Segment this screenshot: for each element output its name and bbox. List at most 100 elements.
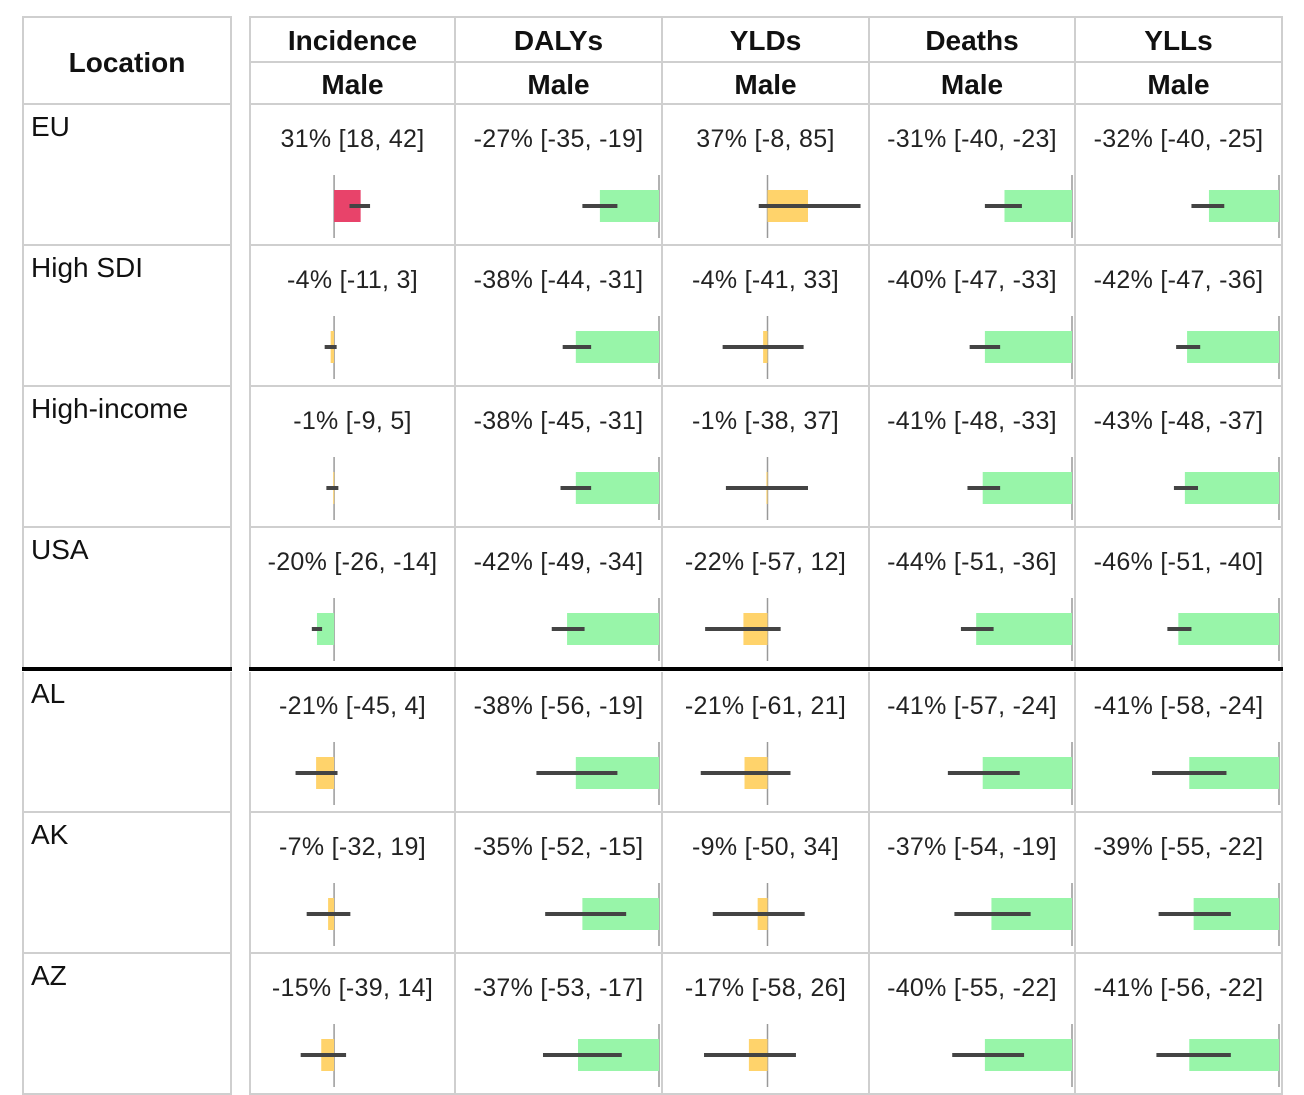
location-cell: USA [22,528,232,669]
sex-label: Male [940,69,1004,100]
estimate-label: -37% [-54, -19] [887,833,1057,861]
estimate-label: -21% [-45, 4] [278,692,427,720]
mini-chart [582,175,660,238]
column-header-ylls: YLLs Male [1076,16,1283,105]
mini-chart [967,457,1073,520]
location-cell: High SDI [22,246,232,387]
data-cell: -43% [-48, -37] [1076,387,1283,528]
location-header-cell: Location [22,16,232,105]
mini-chart [960,598,1073,661]
data-cell: -41% [-57, -24] [870,672,1076,813]
data-cell: -41% [-58, -24] [1076,672,1283,813]
mini-chart [712,883,805,946]
estimate-label: -43% [-48, -37] [1093,407,1264,435]
mini-chart [536,742,660,805]
location-column: Location EU High SDI High-income USA AL AK AZ [22,16,232,1095]
header-divider [870,61,1074,63]
mini-chart [947,742,1073,805]
estimate-label: -7% [-32, 19] [278,833,427,861]
group-separator [22,667,232,671]
data-cell: -22% [-57, 12] [663,528,870,669]
mini-chart [545,883,660,946]
estimate-label: -46% [-51, -40] [1093,548,1264,576]
location-label: High SDI [31,252,144,283]
data-cell: -40% [-55, -22] [870,954,1076,1095]
mini-chart [311,598,335,661]
estimate-label: -37% [-53, -17] [473,974,644,1002]
estimate-label: -20% [-26, -14] [267,548,438,576]
data-cell: -1% [-9, 5] [249,387,456,528]
mini-chart [326,457,339,520]
mini-chart [1191,175,1280,238]
estimate-label: -42% [-49, -34] [473,548,644,576]
data-cell: -15% [-39, 14] [249,954,456,1095]
estimate-label: -21% [-61, 21] [684,692,847,720]
data-cell: -38% [-56, -19] [456,672,663,813]
estimate-label: -40% [-47, -33] [887,266,1057,294]
mini-chart [984,175,1073,238]
mini-chart [1173,457,1280,520]
mini-chart [562,316,660,379]
estimate-label: -41% [-58, -24] [1093,692,1264,720]
mini-chart [722,316,804,379]
mini-chart [1176,316,1280,379]
data-cell: -41% [-48, -33] [870,387,1076,528]
column-header-incidence: Incidence Male [249,16,456,105]
mini-chart [542,1024,660,1087]
estimate-label: -41% [-57, -24] [887,692,1057,720]
data-cell: -44% [-51, -36] [870,528,1076,669]
data-cell: -38% [-45, -31] [456,387,663,528]
location-cell: AK [22,813,232,954]
sex-label: Male [734,69,797,100]
estimate-label: -38% [-56, -19] [473,692,644,720]
data-cell: -42% [-47, -36] [1076,246,1283,387]
location-cell: AZ [22,954,232,1095]
mini-chart [560,457,660,520]
estimate-label: -32% [-40, -25] [1093,125,1264,153]
data-cell: -46% [-51, -40] [1076,528,1283,669]
location-label: AL [31,678,66,709]
data-cell: 31% [18, 42] [249,105,456,246]
estimate-bar [316,613,335,645]
mini-chart [725,457,808,520]
mini-chart [705,598,781,661]
location-label: High-income [31,393,189,424]
mini-chart [700,742,791,805]
estimate-label: -31% [-40, -23] [887,125,1057,153]
estimate-label: -4% [-11, 3] [287,266,418,294]
estimate-label: -41% [-48, -33] [887,407,1057,435]
column-header-deaths: Deaths Male [870,16,1076,105]
data-cell: -37% [-54, -19] [870,813,1076,954]
measure-label: Incidence [287,25,418,56]
data-cell: -41% [-56, -22] [1076,954,1283,1095]
estimate-label: -17% [-58, 26] [684,974,847,1002]
data-cell: -17% [-58, 26] [663,954,870,1095]
header-divider [663,61,868,63]
estimate-label: -35% [-52, -15] [473,833,644,861]
mini-chart [954,883,1073,946]
mini-chart [758,175,861,238]
sex-label: Male [1147,69,1210,100]
mini-chart [704,1024,796,1087]
results-table: Incidence Male DALYs Male YLDs Male Deaths Male… [249,16,1283,1095]
mini-chart [1156,1024,1280,1087]
mini-chart [1152,742,1280,805]
estimate-label: 37% [-8, 85] [696,125,835,153]
location-label: EU [31,111,70,142]
estimate-label: -1% [-9, 5] [293,407,412,435]
data-cell: -4% [-11, 3] [249,246,456,387]
mini-chart [551,598,660,661]
estimate-label: -9% [-50, 34] [691,833,840,861]
sex-label: Male [321,69,384,100]
measure-label: Deaths [925,25,1019,56]
estimate-bar [1187,331,1279,363]
group-separator [249,667,1283,671]
measure-label: YLDs [729,25,802,56]
estimate-label: -4% [-41, 33] [691,266,840,294]
sex-label: Male [527,69,590,100]
column-header-dalys: DALYs Male [456,16,663,105]
data-cell: -7% [-32, 19] [249,813,456,954]
data-cell: -31% [-40, -23] [870,105,1076,246]
data-cell: -9% [-50, 34] [663,813,870,954]
estimate-label: -41% [-56, -22] [1093,974,1264,1002]
